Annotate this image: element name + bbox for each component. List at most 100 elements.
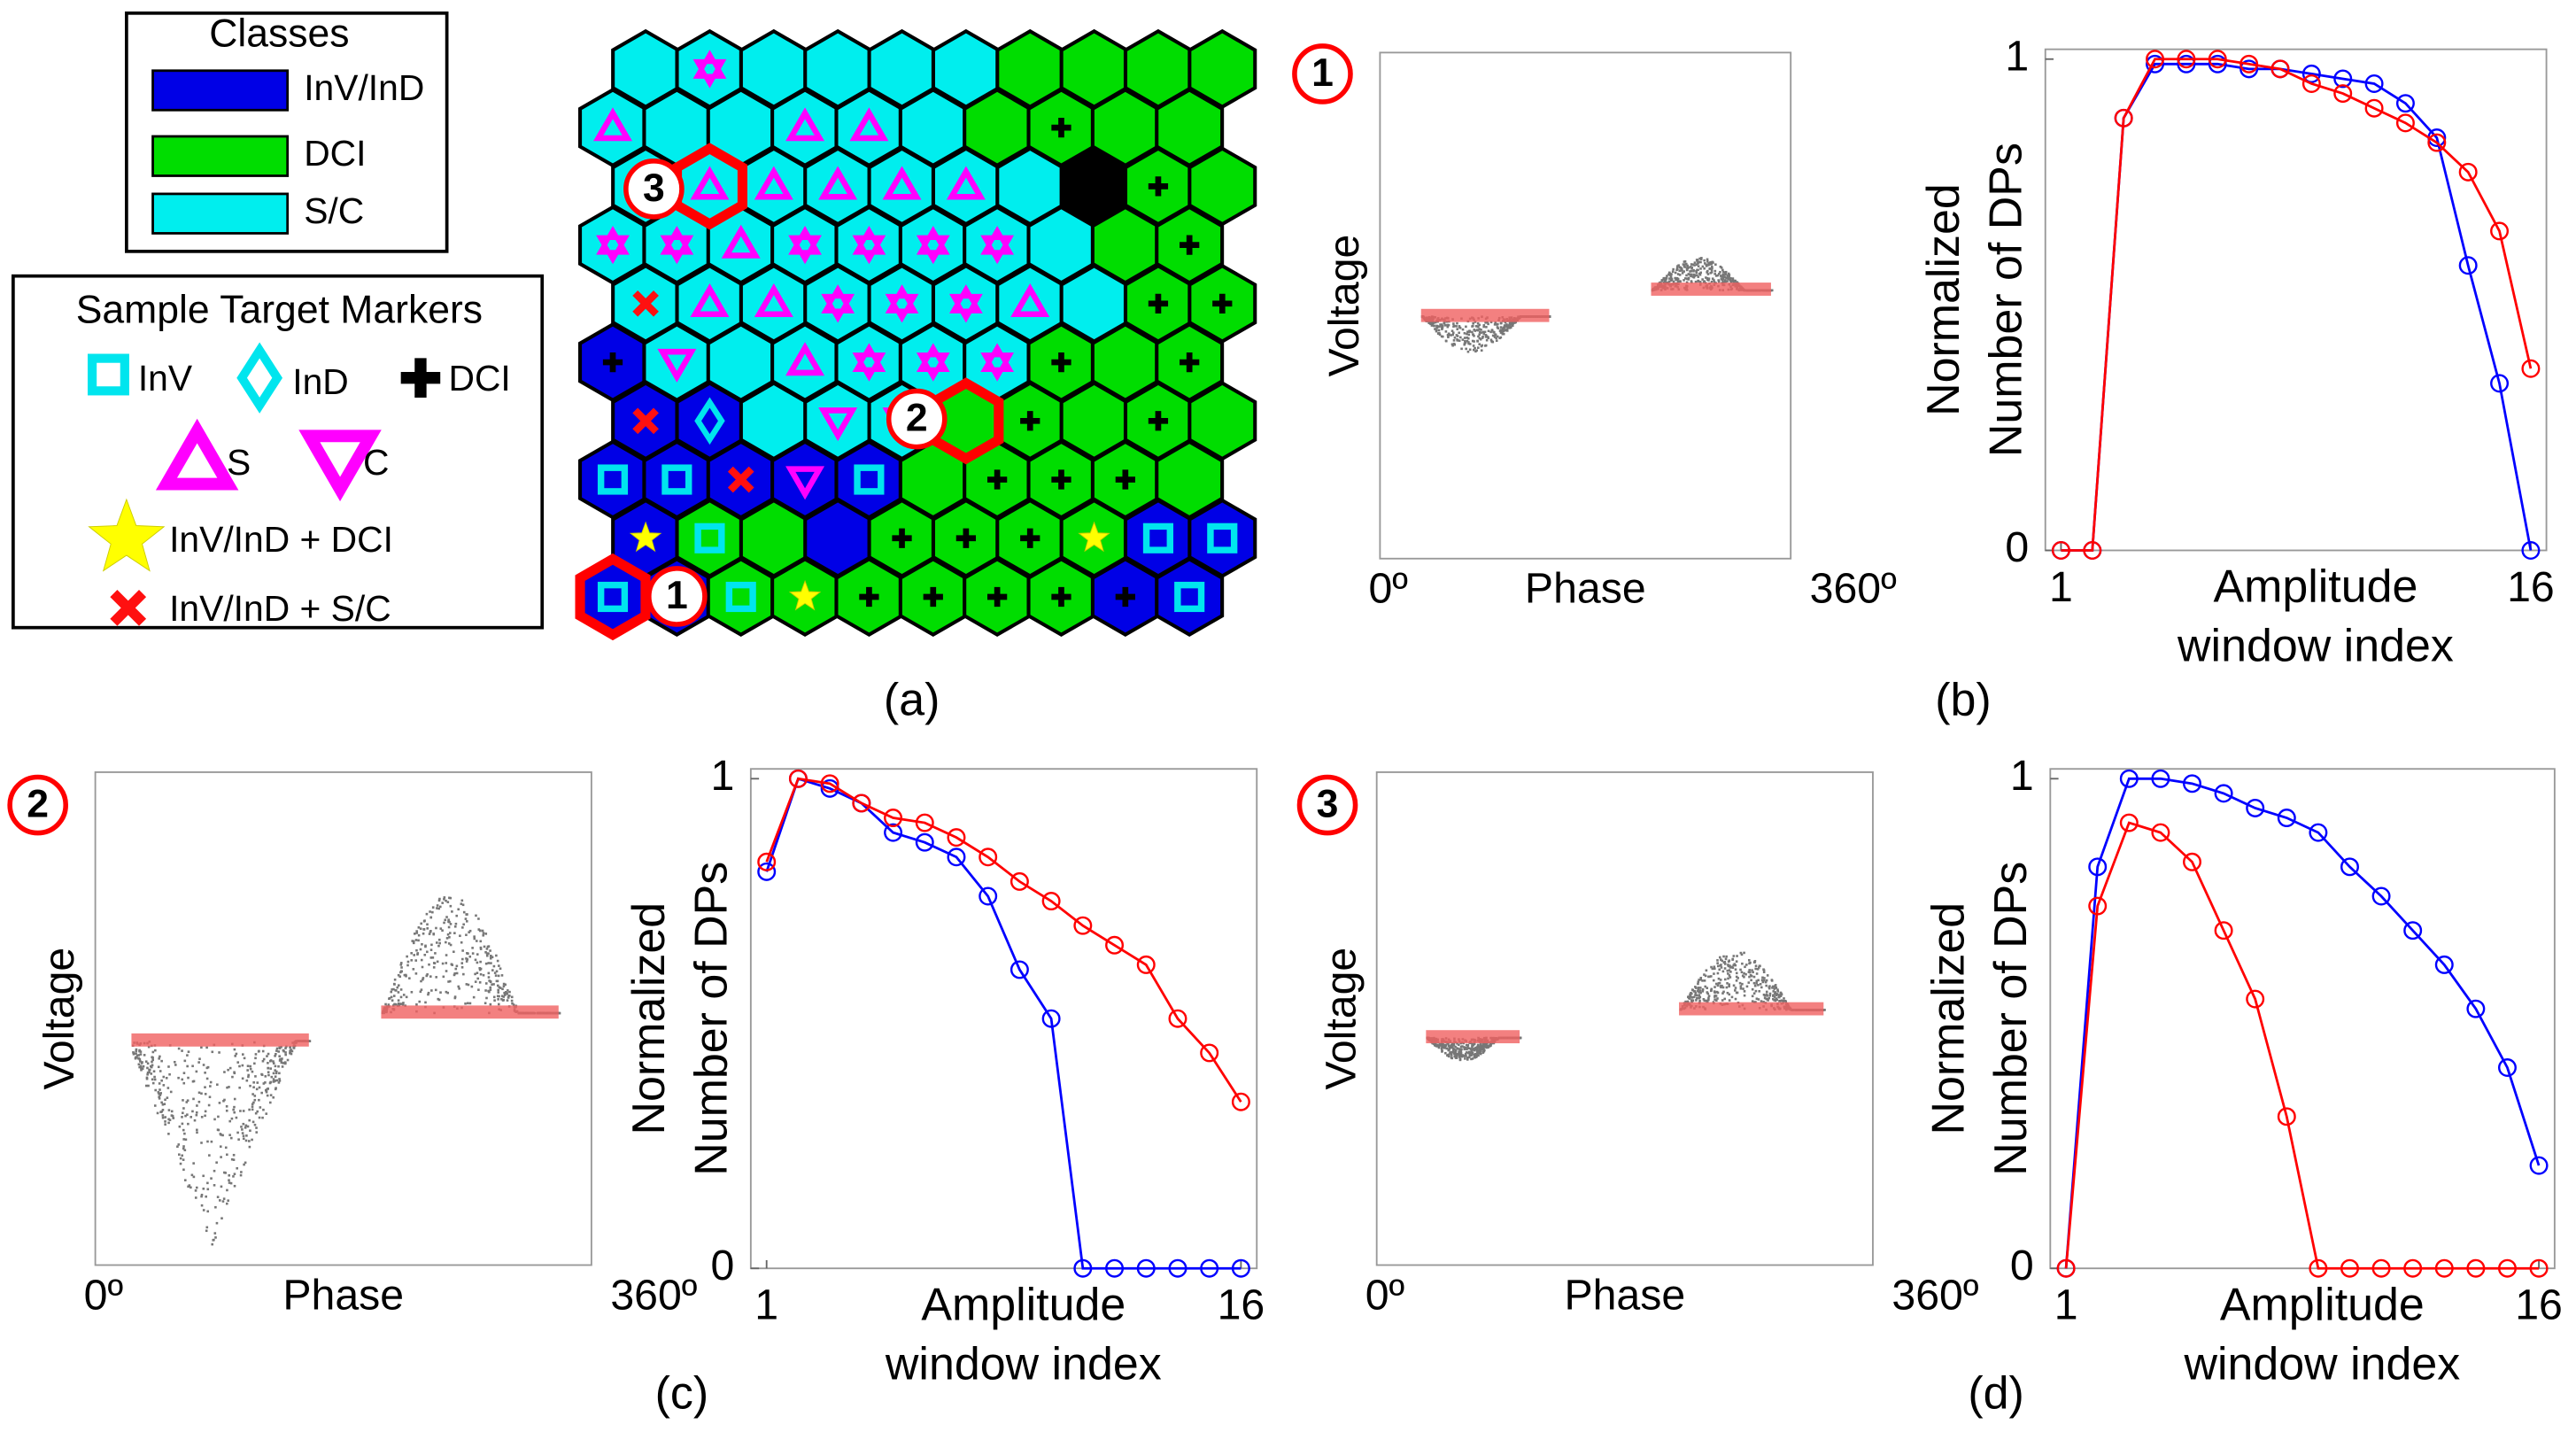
phase-dot [1484, 344, 1487, 347]
y-axis-label: Normalized [1918, 183, 1969, 416]
phase-dot [1748, 969, 1751, 971]
phase-dot [161, 1103, 165, 1106]
phase-dot [1744, 972, 1747, 976]
phase-dot [202, 1174, 205, 1178]
panel-badge [7, 774, 69, 836]
phase-dot [1434, 328, 1436, 330]
phase-dot [1496, 323, 1498, 326]
phase-dot [510, 995, 514, 999]
phase-dot [1480, 331, 1482, 334]
series-point [2056, 1258, 2076, 1278]
phase-dot [202, 1188, 205, 1190]
phase-dot [1470, 1057, 1473, 1061]
phase-dot [208, 1095, 212, 1099]
phase-dot [292, 1046, 296, 1049]
phase-dot [1452, 1042, 1456, 1045]
phase-dot [1675, 268, 1678, 272]
phase-dot [479, 929, 482, 933]
phase-dot [1438, 331, 1441, 335]
series-point [915, 832, 934, 852]
phase-dot [1485, 1044, 1489, 1047]
phase-dot [394, 1002, 398, 1006]
phase-dot [1462, 1055, 1465, 1057]
phase-dot [169, 1090, 173, 1094]
phase-dot [1707, 277, 1711, 280]
phase-dot [208, 1154, 211, 1157]
phase-dot [135, 1049, 138, 1053]
phase-dot [1775, 998, 1778, 1002]
series-point [2371, 886, 2391, 906]
phase-dot [1710, 262, 1713, 266]
marker-cross [1148, 411, 1169, 431]
phase-dot [275, 1079, 279, 1082]
phase-dot [1456, 321, 1458, 325]
phase-dot [429, 916, 433, 919]
phase-dot [397, 999, 400, 1002]
y-axis-label: Number of DPs [1981, 143, 2032, 457]
phase-dot [465, 957, 468, 960]
phase-dot [1485, 326, 1488, 329]
phase-dot [1479, 1043, 1482, 1047]
phase-dot [1718, 981, 1721, 985]
phase-dot [1692, 268, 1695, 272]
phase-dot [445, 899, 447, 902]
phase-dot [443, 921, 445, 925]
series-point [1200, 1043, 1219, 1063]
phase-dot [1485, 338, 1489, 342]
phase-dot [497, 998, 499, 1001]
phase-dot [1440, 323, 1443, 326]
phase-dot [1485, 335, 1489, 337]
y-tick-label: 1 [2010, 752, 2034, 800]
phase-dot [471, 952, 475, 955]
phase-dot [1690, 991, 1692, 995]
phase-dot [1698, 281, 1702, 283]
phase-dot [507, 989, 509, 992]
phase-dot [1757, 979, 1760, 982]
phase-dot [417, 933, 421, 937]
phase-dot [218, 1051, 220, 1054]
phase-dot [1686, 277, 1689, 281]
phase-dot [139, 1053, 143, 1056]
phase-dot [475, 940, 478, 942]
phase-dot [137, 1054, 141, 1057]
phase-dot [1694, 280, 1698, 283]
phase-dot [179, 1162, 182, 1165]
y-tick-label: 1 [2005, 32, 2029, 80]
phase-dot [1752, 981, 1756, 985]
phase-dot [154, 1049, 157, 1052]
marker-square [1142, 522, 1174, 553]
phase-dot [429, 956, 433, 959]
phase-dot [1444, 1044, 1448, 1047]
phase-dot [1780, 999, 1783, 1002]
phase-dot [1474, 325, 1478, 328]
phase-dot [1453, 1048, 1456, 1051]
phase-dot [1778, 995, 1781, 999]
phase-dot [504, 994, 507, 996]
phase-dot [157, 1091, 160, 1094]
phase-dot [1499, 326, 1503, 329]
phase-dot [1703, 973, 1706, 976]
phase-dot [415, 1002, 418, 1006]
phase-dot [139, 1060, 142, 1063]
phase-dot [423, 953, 427, 956]
phase-dot [182, 1072, 186, 1074]
phase-dot [485, 996, 488, 1000]
phase-dot [289, 1046, 292, 1049]
phase-dot [1669, 275, 1673, 279]
phase-dot [182, 1168, 185, 1172]
phase-dot [414, 972, 418, 975]
phase-dot [220, 1185, 223, 1188]
phase-dot [1475, 349, 1478, 352]
phase-dot [186, 1064, 189, 1068]
phase-dot [1452, 325, 1455, 328]
phase-dot [1459, 1054, 1462, 1057]
phase-dot [1768, 992, 1772, 995]
marker-cross [1051, 469, 1071, 490]
phase-dot [1778, 1000, 1781, 1002]
phase-dot [429, 975, 432, 978]
marker-label: InV/InD + DCI [169, 519, 393, 560]
phase-dot [1764, 980, 1768, 984]
phase-dot [1713, 995, 1716, 997]
phase-dot [1508, 325, 1512, 328]
phase-dot [468, 931, 470, 933]
